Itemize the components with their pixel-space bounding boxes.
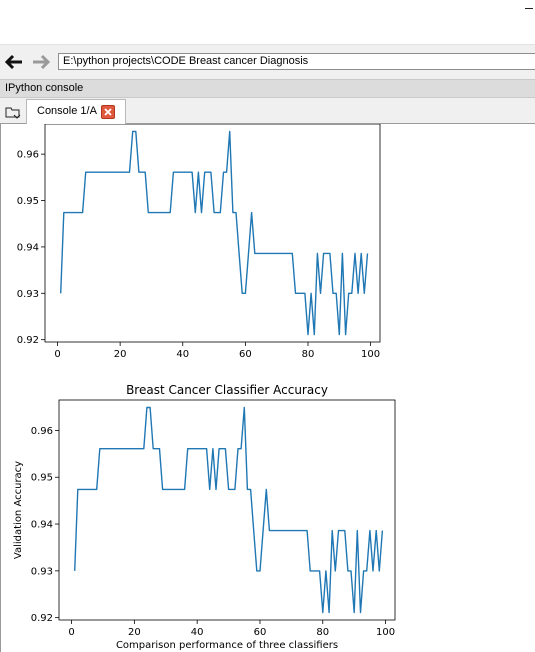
folder-icon[interactable] xyxy=(5,104,21,119)
navigation-toolbar: E:\python projects\CODE Breast cancer Di… xyxy=(0,44,535,79)
y-tick-label: 0.94 xyxy=(31,520,53,531)
console-output[interactable]: 0 20 40 60 80 100 0.92 0.93 0.94 0.95 0.96 0 20 40 60… xyxy=(0,124,535,652)
y-axis-label: Validation Accuracy xyxy=(13,461,24,559)
working-directory-input[interactable]: E:\python projects\CODE Breast cancer Di… xyxy=(58,53,535,70)
series-line-0 xyxy=(74,406,384,614)
x-tick-label: 20 xyxy=(128,627,141,638)
accuracy-chart-bottom: 0 20 40 60 80 100 0.92 0.93 0.94 0.95 0.96 Breast C… xyxy=(13,383,396,651)
x-tick-label: 80 xyxy=(302,349,315,360)
y-tick-label: 0.93 xyxy=(31,566,53,577)
y-tick-label: 0.94 xyxy=(17,242,39,253)
x-tick-label: 60 xyxy=(239,349,252,360)
y-tick-label: 0.93 xyxy=(17,289,39,300)
x-tick-label: 80 xyxy=(316,627,329,638)
x-axis-label: Comparison performance of three classifi… xyxy=(116,640,338,651)
x-tick-label: 40 xyxy=(176,349,189,360)
y-tick-label: 0.95 xyxy=(17,196,39,207)
x-tick-label: 0 xyxy=(54,349,60,360)
x-tick-label: 0 xyxy=(68,627,74,638)
arrow-right-icon[interactable] xyxy=(30,52,52,72)
y-tick-label: 0.92 xyxy=(17,335,39,346)
y-tick-label: 0.95 xyxy=(31,473,53,484)
close-icon[interactable] xyxy=(101,105,115,119)
y-tick-label: 0.92 xyxy=(31,613,53,624)
chart-title: Breast Cancer Classifier Accuracy xyxy=(126,383,328,397)
console-tab-bar: Console 1/A xyxy=(0,98,535,124)
tab-label: Console 1/A xyxy=(37,105,97,117)
y-tick-label: 0.96 xyxy=(31,426,53,437)
accuracy-chart-top: 0 20 40 60 80 100 0.92 0.93 0.94 0.95 0.96 xyxy=(17,124,381,360)
window-top-area xyxy=(0,0,535,44)
pane-title: IPython console xyxy=(0,79,535,98)
x-tick-label: 100 xyxy=(361,349,380,360)
x-tick-label: 100 xyxy=(376,627,395,638)
minimize-icon[interactable] xyxy=(524,2,534,12)
plot-frame xyxy=(58,399,396,621)
tab-console-1a[interactable]: Console 1/A xyxy=(26,99,126,124)
x-tick-label: 40 xyxy=(191,627,204,638)
x-tick-label: 20 xyxy=(114,349,127,360)
y-tick-label: 0.96 xyxy=(17,150,39,161)
arrow-left-icon[interactable] xyxy=(3,52,25,72)
series-line-0 xyxy=(60,130,369,336)
plot-frame xyxy=(44,124,381,343)
x-tick-label: 60 xyxy=(254,627,267,638)
